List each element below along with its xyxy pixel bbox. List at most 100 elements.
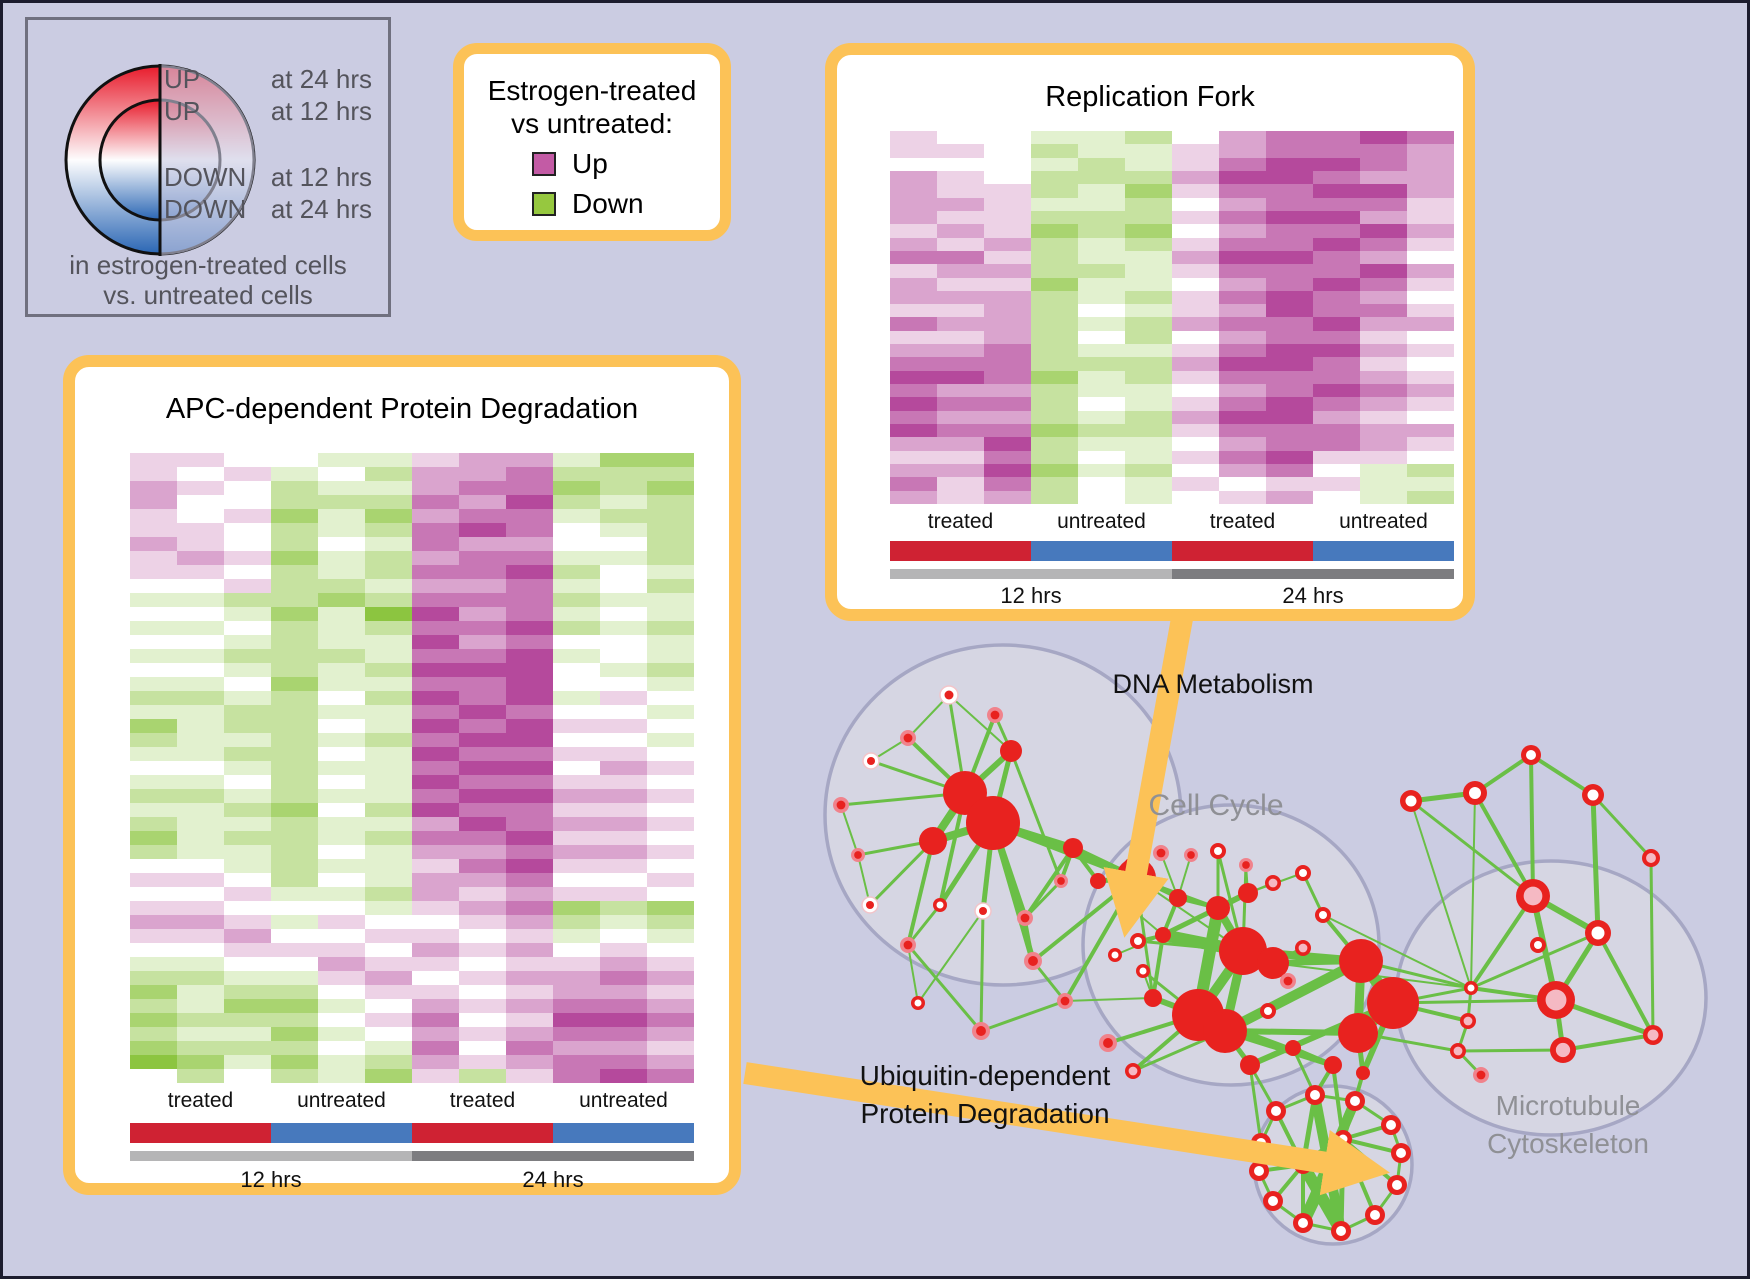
network-node-gene[interactable] (1324, 1056, 1342, 1074)
heatmap-cell (506, 775, 553, 789)
network-node-gene[interactable] (1338, 1013, 1378, 1053)
network-edge (1529, 754, 1535, 897)
heatmap-cell (506, 845, 553, 859)
heatmap-cell (1219, 410, 1266, 425)
heatmap-cell (647, 901, 694, 915)
heatmap-cell (224, 691, 271, 705)
network-node-gene[interactable] (1356, 1066, 1370, 1080)
heatmap-cell (1172, 410, 1219, 425)
network-node-gene[interactable] (1090, 873, 1106, 889)
heatmap-cell (647, 607, 694, 621)
network-node-gene[interactable] (1285, 1040, 1301, 1056)
network-node-gene[interactable] (1203, 1009, 1247, 1053)
heatmap-cell (365, 985, 412, 999)
heatmap-cell (365, 957, 412, 971)
heatmap-cell (224, 789, 271, 803)
network-node-gene[interactable] (1219, 927, 1267, 975)
heatmap-cell (984, 144, 1031, 158)
heatmap-cell (365, 677, 412, 691)
heatmap-cell (130, 1041, 177, 1055)
network-node-gene[interactable] (919, 827, 947, 855)
heatmap-cell (130, 649, 177, 663)
network-node-gene[interactable] (1000, 740, 1022, 762)
network-node-gene[interactable] (966, 796, 1020, 850)
heatmap-cell (1266, 170, 1313, 185)
heatmap-cell (937, 330, 984, 345)
heatmap-cell (1313, 317, 1360, 331)
network-node-gene[interactable] (1257, 947, 1289, 979)
heatmap-cell (1031, 424, 1078, 438)
heatmap-cell (365, 663, 412, 677)
network-node-gene[interactable] (1367, 977, 1419, 1029)
heatmap-cell (1266, 357, 1313, 371)
rf-group-labels: treated untreated treated untreated (890, 510, 1454, 534)
heatmap-cell (647, 1013, 694, 1027)
heatmap-cell (506, 761, 553, 775)
heatmap-cell (1360, 370, 1407, 385)
heatmap-cell (1266, 277, 1313, 291)
heatmap-cell (1266, 344, 1313, 358)
heatmap-cell (1266, 450, 1313, 465)
heatmap-cell (177, 481, 224, 495)
heatmap-cell (224, 971, 271, 985)
heatmap-cell (318, 831, 365, 845)
group-label-treated: treated (167, 1089, 234, 1112)
heatmap-cell (318, 943, 365, 957)
heatmap-cell (1031, 357, 1078, 371)
heatmap-cell (506, 593, 553, 607)
heatmap-cell (647, 761, 694, 775)
heatmap-cell (224, 481, 271, 495)
heatmap-cell (318, 705, 365, 719)
heatmap-cell (937, 224, 984, 238)
heatmap-cell (412, 901, 459, 915)
heatmap-cell (1313, 424, 1360, 438)
network-edge (980, 999, 1066, 1033)
heatmap-cell (984, 370, 1031, 385)
heatmap-cell (1125, 410, 1172, 425)
heatmap-cell (130, 705, 177, 719)
heatmap-cell (890, 210, 937, 225)
heatmap-cell (365, 789, 412, 803)
heatmap-cell (459, 915, 506, 929)
heatmap-cell (271, 817, 318, 831)
network-node-gene[interactable] (1240, 1055, 1260, 1075)
heatmap-cell (318, 747, 365, 761)
heatmap-cell (1172, 277, 1219, 291)
group-label-untreated: untreated (1339, 510, 1428, 533)
heatmap-cell (1172, 170, 1219, 185)
heatmap-cell (937, 304, 984, 318)
network-node-gene[interactable] (1238, 883, 1258, 903)
heatmap-cell (890, 131, 937, 145)
heatmap-cell (224, 551, 271, 565)
heatmap-cell (600, 1069, 647, 1083)
network-node-gene[interactable] (1339, 939, 1383, 983)
heatmap-cell (937, 410, 984, 425)
network-node-gene[interactable] (1155, 927, 1171, 943)
heatmap-cell (937, 264, 984, 278)
heatmap-cell (365, 929, 412, 943)
heatmap-cell (600, 915, 647, 929)
heatmap-cell (1172, 437, 1219, 451)
network-node-center (1214, 847, 1222, 855)
network-node-gene[interactable] (1169, 889, 1187, 907)
heatmap-cell (130, 775, 177, 789)
network-node-gene[interactable] (1144, 989, 1162, 1007)
heatmap-cell (1313, 224, 1360, 238)
heatmap-cell (600, 593, 647, 607)
heatmap-cell (937, 397, 984, 411)
heatmap-cell (1266, 184, 1313, 198)
heatmap-cell (600, 621, 647, 635)
heatmap-cell (271, 663, 318, 677)
heatmap-cell (130, 999, 177, 1013)
heatmap-cell (412, 551, 459, 565)
heatmap-cell (506, 523, 553, 537)
heatmap-cell (271, 649, 318, 663)
heatmap-cell (318, 481, 365, 495)
heatmap-cell (600, 901, 647, 915)
heatmap-cell (177, 985, 224, 999)
network-node-gene[interactable] (1063, 838, 1083, 858)
apc-heatmap-panel: APC-dependent Protein Degradation treate… (63, 355, 741, 1195)
network-node-gene[interactable] (1206, 896, 1230, 920)
heatmap-cell (1125, 184, 1172, 198)
network-node-center (903, 940, 913, 950)
